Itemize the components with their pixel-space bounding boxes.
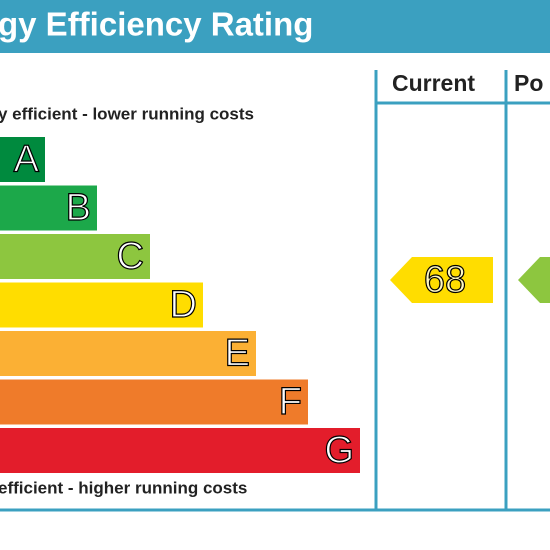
band xyxy=(0,379,308,425)
band xyxy=(0,331,256,376)
bottom-note: efficient - higher running costs xyxy=(0,478,247,497)
band-letter: E xyxy=(225,333,250,375)
band xyxy=(0,234,150,279)
band-letter: F xyxy=(279,381,302,423)
top-note: y efficient - lower running costs xyxy=(0,104,254,123)
potential-arrow xyxy=(518,257,550,303)
band xyxy=(0,137,45,182)
band-letter: A xyxy=(14,139,40,181)
band-letter: G xyxy=(324,430,354,472)
column-header: Current xyxy=(392,70,475,96)
band-letter: B xyxy=(66,187,91,229)
band xyxy=(0,185,97,231)
current-rating: 68 xyxy=(424,259,466,301)
current-arrow xyxy=(390,257,493,303)
band xyxy=(0,282,203,328)
band xyxy=(0,428,360,473)
title-bar xyxy=(0,0,550,53)
band-letter: D xyxy=(170,284,197,326)
title: gy Efficiency Rating xyxy=(0,6,313,43)
column-header: Po xyxy=(514,70,543,96)
band-letter: C xyxy=(117,236,144,278)
